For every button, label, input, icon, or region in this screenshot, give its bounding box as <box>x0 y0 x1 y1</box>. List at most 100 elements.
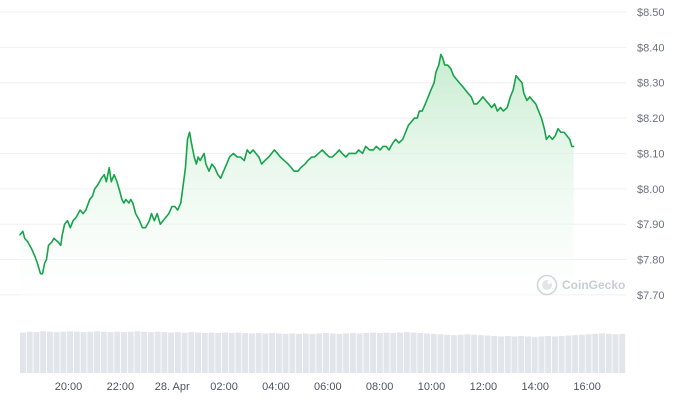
volume-bar <box>437 334 444 373</box>
volume-bar <box>188 332 195 373</box>
x-tick-label: 14:00 <box>521 381 549 393</box>
volume-bar <box>390 333 397 373</box>
x-tick-label: 06:00 <box>314 381 342 393</box>
volume-bar <box>518 336 525 373</box>
volume-bar <box>323 333 329 373</box>
volume-bar <box>336 333 343 373</box>
volume-bar <box>397 332 403 373</box>
volume-bar <box>424 333 430 373</box>
volume-bar <box>235 332 242 373</box>
volume-bar <box>343 333 350 373</box>
volume-bar <box>228 333 235 373</box>
volume-bar <box>565 335 572 373</box>
volume-bar <box>538 336 545 373</box>
coingecko-watermark: CoinGecko <box>536 274 625 296</box>
volume-bar <box>208 332 215 373</box>
volume-bar <box>134 331 141 373</box>
y-axis: $8.50 $8.40 $8.30 $8.20 $8.10 $8.00 $7.90 $7.80… <box>637 7 665 302</box>
coingecko-logo-icon <box>536 274 558 296</box>
volume-bar <box>154 331 161 373</box>
volume-bar <box>107 332 114 373</box>
volume-bar <box>309 333 316 373</box>
volume-bar <box>498 336 504 373</box>
volume-bar <box>302 333 309 373</box>
price-line <box>19 53 575 275</box>
x-tick-label: 10:00 <box>418 381 446 393</box>
x-tick-label: 16:00 <box>573 381 601 393</box>
y-tick-label: $8.30 <box>637 78 665 90</box>
y-tick-label: $8.20 <box>637 113 665 125</box>
volume-bar <box>222 332 228 373</box>
volume-bar <box>46 331 53 373</box>
volume-bar <box>363 333 370 373</box>
volume-bar <box>262 333 269 373</box>
watermark-label: CoinGecko <box>562 278 625 292</box>
volume-bar <box>181 332 188 373</box>
volume-bar <box>40 331 47 373</box>
x-tick-label: 22:00 <box>107 381 135 393</box>
volume-bar <box>329 333 336 373</box>
y-tick-label: $7.80 <box>637 255 665 267</box>
y-tick-label: $8.10 <box>637 148 665 160</box>
volume-bar <box>504 336 511 373</box>
volume-bar <box>572 335 579 373</box>
volume-bar <box>60 331 67 373</box>
volume-bar <box>578 334 585 373</box>
x-axis: 20:00 22:00 28. Apr 02:00 04:00 06:00 08:00 10:… <box>55 381 601 393</box>
price-series-line <box>19 53 575 275</box>
volume-bar <box>100 331 107 373</box>
volume-bar <box>174 332 181 373</box>
volume-bar <box>275 333 282 373</box>
volume-bar <box>551 336 558 373</box>
volume-bar <box>201 333 208 373</box>
y-tick-label: $8.40 <box>637 42 665 54</box>
volume-bar <box>80 332 87 373</box>
volume-bars <box>20 331 626 373</box>
volume-bar <box>370 332 377 373</box>
volume-bar <box>242 333 249 373</box>
volume-bar <box>141 331 148 373</box>
volume-bar <box>289 333 296 373</box>
volume-bar <box>430 333 437 373</box>
price-area-fill <box>20 54 574 302</box>
volume-bar <box>383 332 390 373</box>
volume-bar <box>316 333 323 373</box>
y-tick-label: $7.90 <box>637 219 665 231</box>
volume-bar <box>161 332 168 373</box>
volume-bar <box>356 333 363 373</box>
volume-bar <box>269 333 276 373</box>
volume-bar <box>585 334 592 373</box>
volume-bar <box>121 332 127 373</box>
y-tick-label: $7.70 <box>637 290 665 302</box>
volume-bar <box>53 332 60 373</box>
volume-bar <box>417 333 424 373</box>
volume-bar <box>282 333 289 373</box>
volume-bar <box>592 333 599 373</box>
volume-bar <box>94 331 100 373</box>
volume-bar <box>87 331 94 373</box>
volume-bar <box>26 331 33 373</box>
volume-bar <box>114 331 121 373</box>
volume-bar <box>33 332 40 373</box>
x-tick-label: 28. Apr <box>155 381 190 393</box>
volume-bar <box>444 334 451 373</box>
volume-bar <box>599 333 605 373</box>
x-tick-label: 08:00 <box>366 381 394 393</box>
volume-bar <box>296 333 302 373</box>
volume-bar <box>612 334 619 373</box>
x-tick-label: 04:00 <box>262 381 290 393</box>
volume-bar <box>531 336 538 373</box>
volume-bar <box>511 336 518 373</box>
volume-bar <box>605 333 612 373</box>
volume-bar <box>127 331 134 373</box>
volume-bar <box>73 331 80 373</box>
volume-bar <box>457 334 464 373</box>
volume-bar <box>215 333 222 373</box>
x-tick-label: 12:00 <box>470 381 498 393</box>
x-tick-label: 02:00 <box>210 381 238 393</box>
volume-bar <box>525 336 531 373</box>
volume-bar <box>545 336 552 373</box>
volume-bar <box>168 332 175 373</box>
